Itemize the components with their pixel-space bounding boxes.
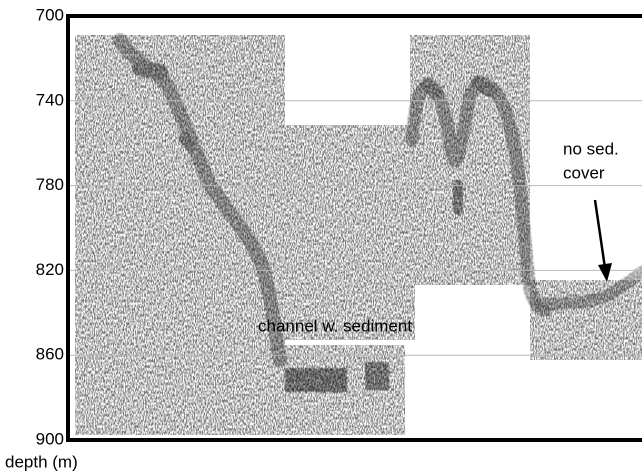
y-tick-label: 780 (36, 175, 64, 194)
arrow (595, 200, 612, 282)
page: {"chart_data": {"type": "echogram", "y_l… (0, 0, 642, 475)
y-tick-label: 700 (36, 5, 64, 24)
y-tick-label: 740 (36, 90, 64, 109)
y-axis-label: depth (m) (5, 452, 78, 471)
annotation: channel w. sediment (258, 316, 412, 335)
annotation: cover (563, 163, 605, 182)
y-tick-label: 860 (36, 345, 64, 364)
y-tick-label: 820 (36, 260, 64, 279)
annotation: no sed. (563, 139, 619, 158)
echogram-image (75, 35, 642, 435)
chart: 700 740 780 820 860 900 depth (m) channel w. … (0, 0, 642, 475)
y-tick-label: 900 (36, 429, 64, 448)
